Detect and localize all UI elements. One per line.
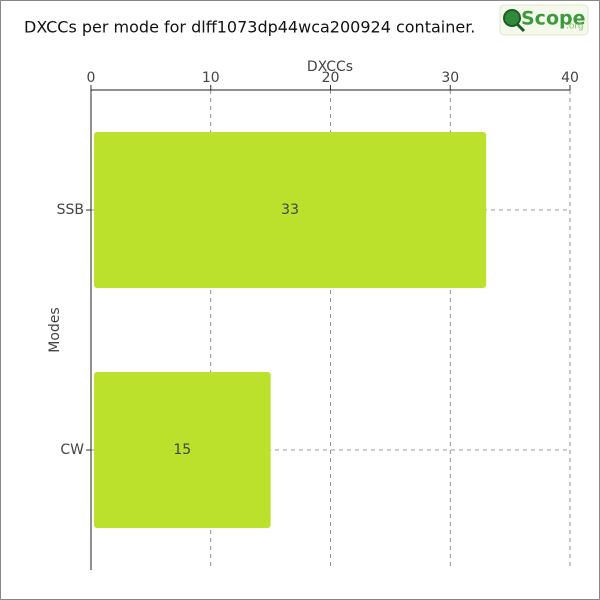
x-tick-label: 20 [322, 70, 340, 86]
x-tick-label: 10 [202, 70, 220, 86]
chart-title: DXCCs per mode for dlff1073dp44wca200924… [24, 18, 475, 37]
x-axis-label: DXCCs [307, 59, 353, 75]
data-label: 33 [281, 202, 299, 218]
logo-suffix: .org [566, 22, 584, 32]
y-tick-label: SSB [57, 202, 84, 218]
logo-text: Scope [521, 8, 586, 30]
logo-icon-handle [515, 22, 526, 33]
x-tick-label: 30 [441, 70, 459, 86]
x-tick-label: 0 [87, 70, 96, 86]
logo-icon [503, 9, 521, 27]
logo: Scope .org [499, 4, 589, 36]
bar [94, 372, 271, 528]
y-tick-label: CW [60, 442, 84, 458]
bar [94, 132, 487, 288]
data-label: 15 [173, 442, 191, 458]
x-tick-label: 40 [561, 70, 579, 86]
y-axis-label: Modes [47, 307, 63, 352]
